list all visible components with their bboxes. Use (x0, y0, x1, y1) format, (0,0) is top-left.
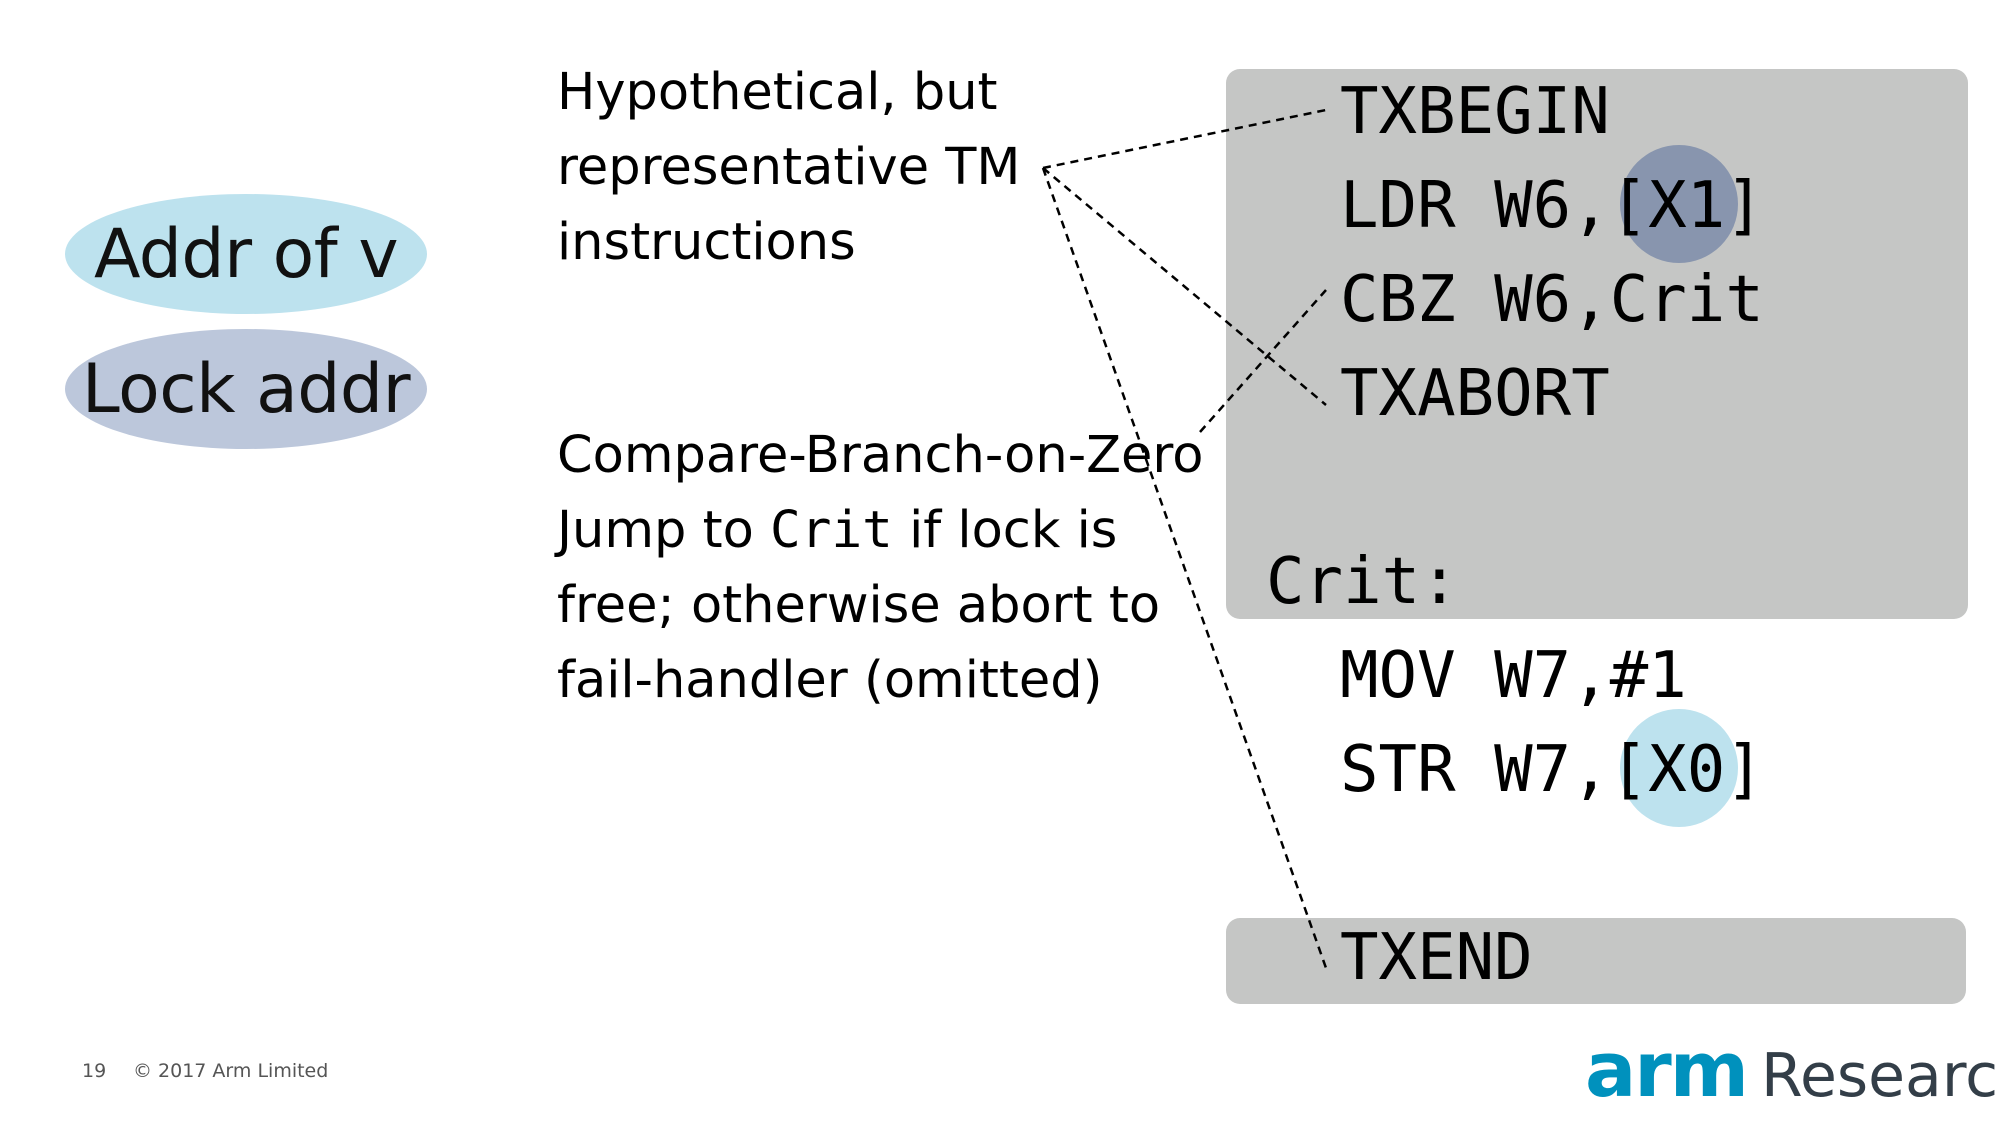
legend-addr-of-v: Addr of v (65, 194, 427, 314)
cbz-note-line: free; otherwise abort to (557, 576, 1161, 635)
tm-note-line: Hypothetical, but (557, 63, 998, 122)
code-cbz: CBZ W6,Crit (1340, 263, 1764, 337)
cbz-note: Compare-Branch-on-Zero Jump to Crit if l… (557, 418, 1203, 718)
connector-cbz-note (1199, 289, 1327, 433)
lock-addr-highlight (1620, 145, 1738, 263)
transaction-region-box (1226, 69, 1968, 619)
tm-note-line: representative TM (557, 138, 1021, 197)
connector-to-txend (1041, 167, 1328, 969)
tm-note-line: instructions (557, 213, 856, 272)
cbz-note-line: Jump to Crit if lock is (557, 493, 1203, 568)
logo-research: Research (1760, 1041, 2000, 1111)
connector-to-txabort (1042, 167, 1327, 406)
cbz-note-line: fail-handler (omitted) (557, 651, 1103, 710)
cbz-note-code: Crit (770, 501, 893, 560)
code-txabort: TXABORT (1340, 357, 1610, 431)
cbz-note-text: if lock is (892, 501, 1118, 560)
connector-to-txbegin (1042, 108, 1327, 170)
arm-research-logo: arm Research (1585, 1025, 2000, 1114)
cbz-note-line: Compare-Branch-on-Zero (557, 426, 1204, 485)
cbz-note-text: Jump to (557, 501, 771, 560)
code-crit-label: Crit: (1266, 545, 1459, 619)
page-number: 19 (82, 1060, 107, 1082)
legend-lock-addr-label: Lock addr (81, 349, 411, 429)
legend-addr-of-v-label: Addr of v (93, 214, 399, 294)
logo-arm: arm (1585, 1025, 1749, 1114)
code-mov: MOV W7,#1 (1340, 639, 1687, 713)
addr-of-v-highlight (1620, 709, 1738, 827)
txend-box (1226, 918, 1966, 1004)
code-txend: TXEND (1340, 921, 1533, 995)
copyright: © 2017 Arm Limited (133, 1060, 329, 1082)
code-ldr: LDR W6,[X1] (1340, 169, 1764, 243)
legend-lock-addr: Lock addr (65, 329, 427, 449)
tm-instructions-note: Hypothetical, but representative TM inst… (557, 55, 1020, 280)
code-str: STR W7,[X0] (1340, 733, 1764, 807)
code-txbegin: TXBEGIN (1340, 75, 1610, 149)
